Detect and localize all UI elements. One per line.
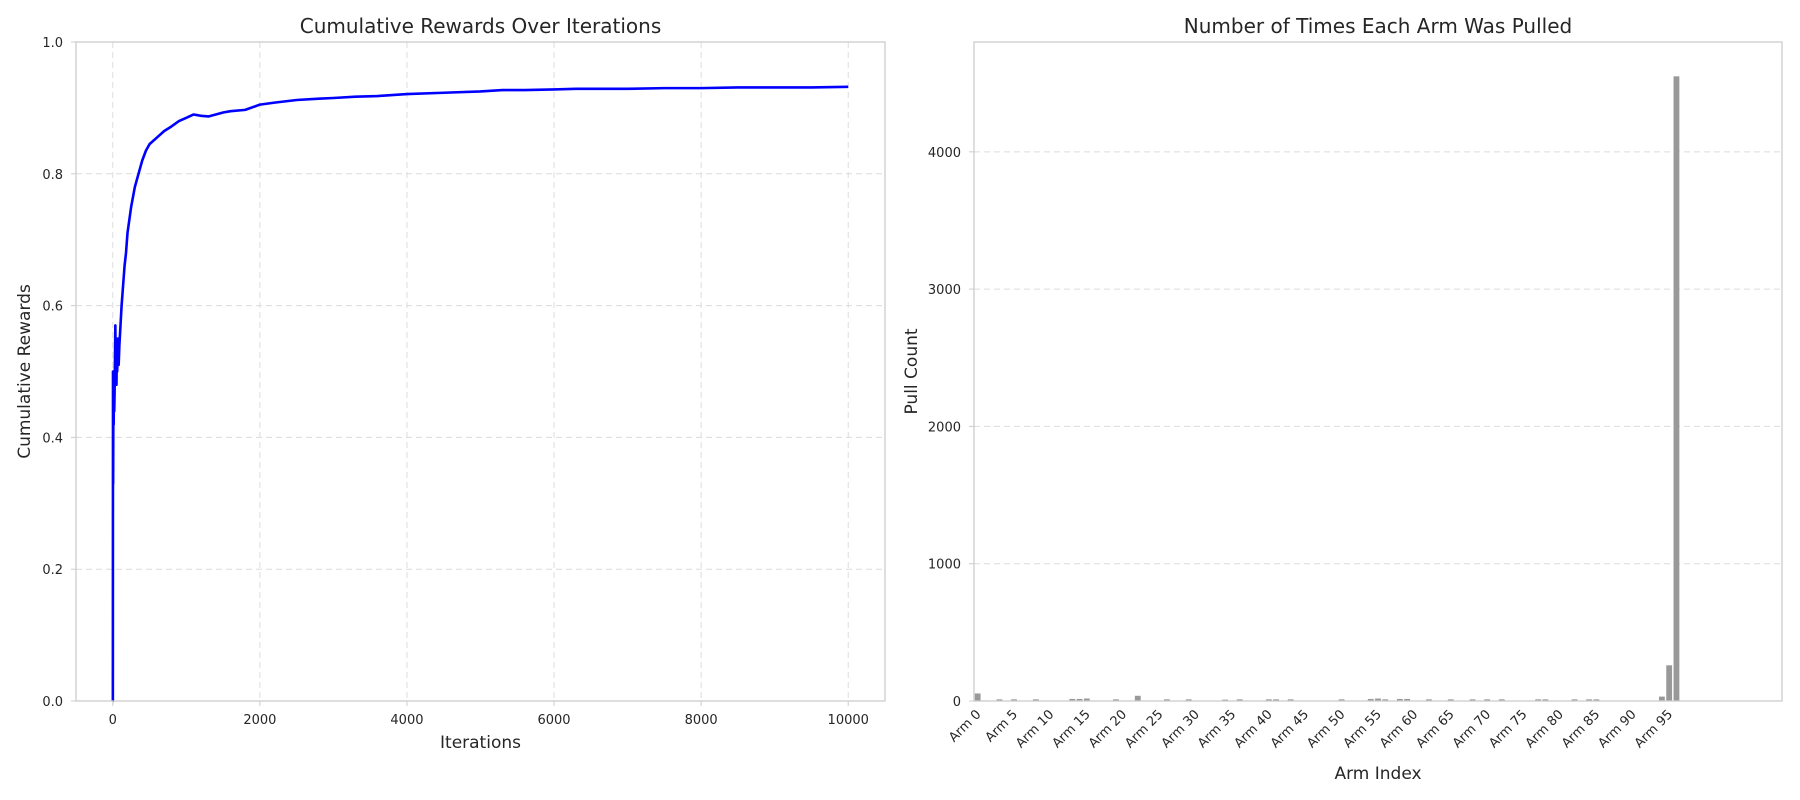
right-x-tick-label: Arm 65: [1414, 707, 1458, 751]
right-bar-series: [974, 76, 1782, 701]
left-x-tick-label: 6000: [537, 713, 570, 728]
arm-pull-bar: [1069, 698, 1076, 701]
arm-pull-bar: [1593, 699, 1600, 701]
arm-pull-bar: [1666, 665, 1673, 701]
right-x-tick-label: Arm 75: [1486, 707, 1530, 751]
right-x-tick-label: Arm 45: [1268, 707, 1312, 751]
right-y-tick-label: 3000: [928, 283, 961, 298]
right-x-tick-label: Arm 20: [1086, 707, 1130, 751]
arm-pull-bar: [1375, 698, 1381, 701]
right-chart-title: Number of Times Each Arm Was Pulled: [1184, 14, 1572, 38]
arm-pull-bar: [1265, 699, 1272, 701]
right-y-tick-label: 4000: [928, 146, 961, 161]
left-tick-labels: 0 2000 4000 6000 8000 10000 0.0 0.2 0.4 0.6 0.8 1.0: [42, 36, 869, 728]
right-x-tick-label: Arm 30: [1159, 707, 1203, 751]
right-x-tick-label: Arm 40: [1232, 707, 1276, 751]
right-plot-frame: [973, 41, 1783, 702]
arm-pull-bar: [974, 693, 981, 701]
left-x-tick-label: 10000: [828, 713, 869, 728]
left-y-tick-label: 0.6: [42, 300, 63, 315]
right-x-tick-label: Arm 85: [1559, 707, 1603, 751]
arm-pull-bar: [1404, 698, 1411, 701]
left-y-tick-label: 0.0: [42, 695, 63, 710]
arm-pull-bar: [1498, 699, 1505, 701]
right-y-axis-label: Pull Count: [902, 328, 922, 414]
left-y-tick-label: 1.0: [42, 36, 63, 51]
arm-pull-bar: [1236, 699, 1243, 701]
right-y-tick-label: 1000: [928, 558, 961, 573]
right-x-tick-label: Arm 60: [1377, 707, 1421, 751]
right-x-axis-label: Arm Index: [1334, 764, 1421, 784]
arm-pull-bar: [1469, 699, 1476, 701]
left-y-tick-label: 0.4: [42, 431, 63, 446]
arm-pull-bar: [996, 699, 1003, 701]
left-x-tick-label: 8000: [685, 713, 718, 728]
left-x-tick-label: 4000: [390, 713, 423, 728]
right-x-tick-label: Arm 55: [1341, 707, 1385, 751]
cumulative-rewards-line: [111, 85, 849, 703]
right-y-tick-label: 2000: [928, 420, 961, 435]
arm-pull-bar: [1586, 699, 1593, 701]
left-gridlines: [76, 41, 885, 702]
right-x-tick-label: Arm 80: [1523, 707, 1567, 751]
left-y-tick-label: 0.8: [42, 168, 63, 183]
arm-pull-bar: [1658, 696, 1665, 701]
arm-pull-bar: [1535, 699, 1542, 701]
arm-pull-bar: [1287, 699, 1294, 701]
left-y-tick-label: 0.2: [42, 563, 63, 578]
arm-pull-bar: [1011, 699, 1017, 701]
arm-pull-bar: [1222, 699, 1229, 701]
arm-pull-bar: [1338, 699, 1345, 701]
arm-pull-bar: [1163, 699, 1170, 701]
left-x-tick-label: 2000: [243, 713, 276, 728]
arm-pull-bar: [1032, 699, 1039, 701]
right-x-tick-label: Arm 90: [1596, 707, 1640, 751]
arm-pull-bar: [1083, 698, 1090, 701]
left-line-series: [111, 85, 849, 703]
arm-pull-bar: [1273, 699, 1279, 701]
left-x-tick-label: 0: [109, 713, 117, 728]
right-x-tick-label: Arm 50: [1304, 707, 1348, 751]
left-chart-title: Cumulative Rewards Over Iterations: [300, 14, 661, 38]
right-x-tick-label: Arm 10: [1013, 707, 1057, 751]
left-plot-frame: [75, 41, 886, 702]
right-x-tick-label: Arm 70: [1450, 707, 1494, 751]
arm-pull-bar: [1673, 76, 1680, 701]
left-x-axis-label: Iterations: [440, 733, 521, 753]
arm-pull-bar: [1134, 695, 1141, 701]
arm-pull-bar: [1185, 699, 1192, 701]
right-x-tick-label: Arm 15: [1050, 707, 1094, 751]
arm-pull-bar: [1542, 699, 1549, 701]
arm-pull-bar: [1484, 699, 1491, 701]
arm-pull-bar: [1367, 698, 1374, 701]
arm-pull-bar: [1382, 699, 1389, 701]
right-y-tick-label: 0: [953, 695, 961, 710]
arm-pull-bar: [1396, 698, 1403, 701]
arm-pull-bar: [1571, 699, 1578, 701]
arm-pull-bar: [1113, 699, 1119, 701]
arm-pull-bar: [1076, 698, 1083, 701]
arm-pull-bar: [1447, 699, 1454, 701]
right-gridlines: [974, 151, 1782, 702]
right-x-tick-label: Arm 0: [946, 707, 984, 745]
arm-pull-bar: [1426, 699, 1432, 701]
right-x-tick-label: Arm 25: [1122, 707, 1166, 751]
left-y-axis-label: Cumulative Rewards: [15, 284, 35, 459]
left-chart: 0 2000 4000 6000 8000 10000 0.0 0.2 0.4 0.6 0.8 1.0…: [15, 14, 886, 753]
right-x-tick-label: Arm 95: [1632, 707, 1676, 751]
right-x-tick-label: Arm 35: [1195, 707, 1239, 751]
